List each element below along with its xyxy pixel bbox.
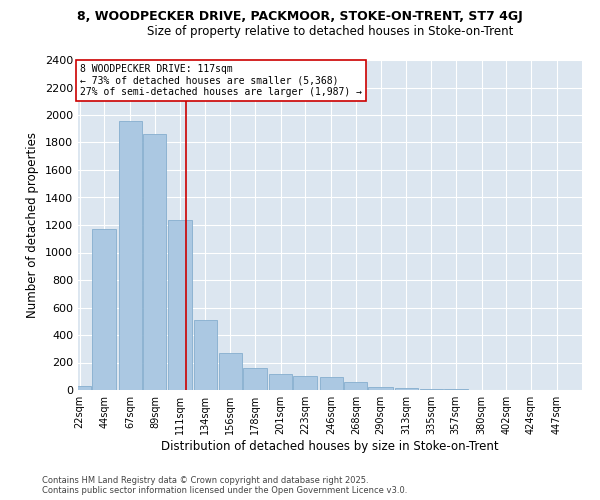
Text: Contains HM Land Registry data © Crown copyright and database right 2025.
Contai: Contains HM Land Registry data © Crown c… xyxy=(42,476,407,495)
Bar xyxy=(243,368,267,390)
X-axis label: Distribution of detached houses by size in Stoke-on-Trent: Distribution of detached houses by size … xyxy=(161,440,499,453)
Bar xyxy=(419,388,443,390)
Text: 8 WOODPECKER DRIVE: 117sqm
← 73% of detached houses are smaller (5,368)
27% of s: 8 WOODPECKER DRIVE: 117sqm ← 73% of deta… xyxy=(80,64,362,98)
Bar xyxy=(119,120,142,390)
Bar xyxy=(293,376,317,390)
Bar xyxy=(368,386,392,390)
Bar xyxy=(218,353,242,390)
Title: Size of property relative to detached houses in Stoke-on-Trent: Size of property relative to detached ho… xyxy=(147,25,513,38)
Bar xyxy=(167,220,191,390)
Bar xyxy=(269,374,292,390)
Bar xyxy=(320,377,343,390)
Bar xyxy=(92,229,116,390)
Bar xyxy=(395,388,418,390)
Bar xyxy=(143,134,166,390)
Bar xyxy=(344,382,367,390)
Y-axis label: Number of detached properties: Number of detached properties xyxy=(26,132,40,318)
Bar xyxy=(68,386,91,390)
Text: 8, WOODPECKER DRIVE, PACKMOOR, STOKE-ON-TRENT, ST7 4GJ: 8, WOODPECKER DRIVE, PACKMOOR, STOKE-ON-… xyxy=(77,10,523,23)
Bar xyxy=(194,320,217,390)
